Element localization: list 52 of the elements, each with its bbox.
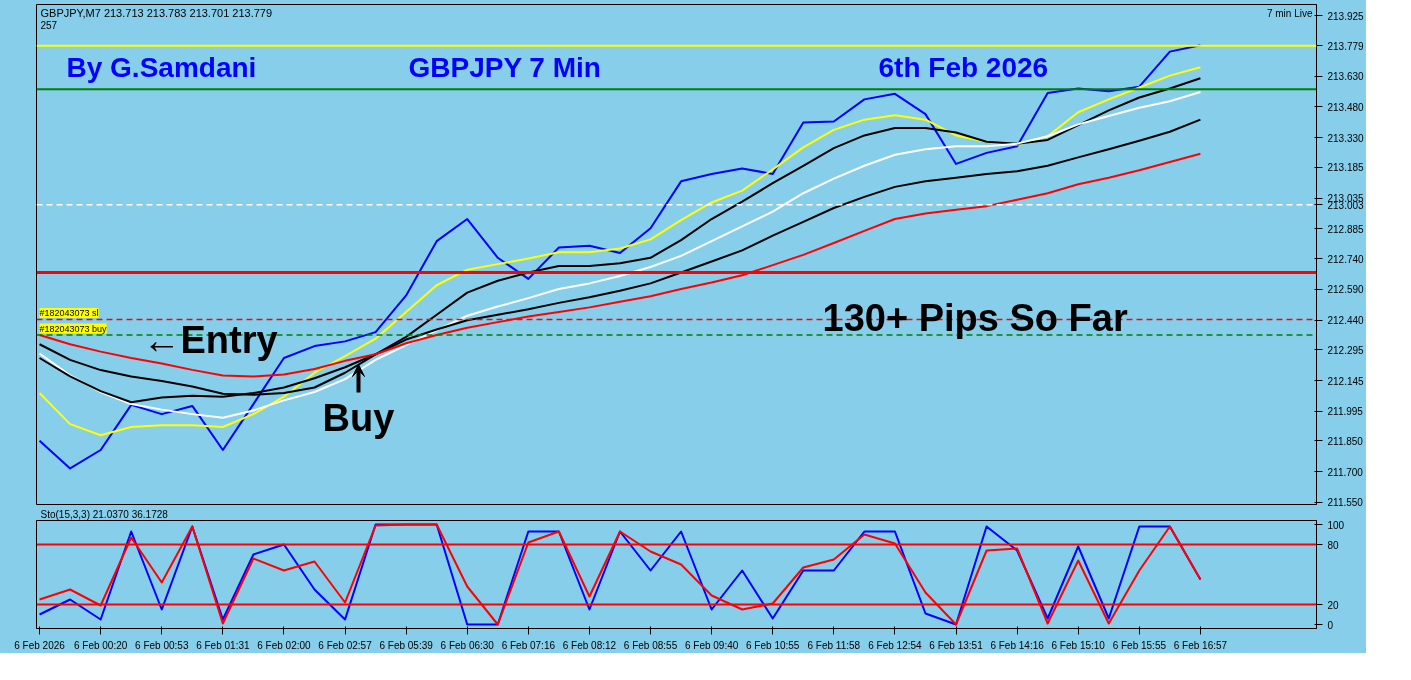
y-tick-label: 212.590 (1327, 284, 1365, 296)
x-tick-label: 6 Feb 08:55 (623, 639, 678, 651)
x-tick-label: 6 Feb 02:57 (318, 639, 373, 651)
x-tick-label: 6 Feb 01:31 (196, 639, 250, 651)
x-tick-label: 6 Feb 14:16 (990, 639, 1045, 651)
y-tick-label: 213.630 (1327, 71, 1365, 83)
y-tick-label: 213.480 (1327, 101, 1365, 113)
text: GBPJPY 7 Min (408, 51, 601, 83)
x-tick-label: 6 Feb 11:58 (807, 639, 861, 651)
annotation: 130+ Pips So Far (822, 296, 1128, 339)
x-tick-label: 6 Feb 09:40 (684, 639, 739, 651)
y-tick-label: 212.440 (1327, 315, 1365, 327)
y-tick-label: 0 (1327, 619, 1334, 631)
x-tick-label: 6 Feb 2026 (14, 639, 66, 651)
annotation: Buy (322, 396, 395, 439)
y-tick-label: 213.779 (1327, 40, 1365, 52)
y-tick-label: 100 (1327, 519, 1345, 531)
x-tick-label: 6 Feb 15:10 (1051, 639, 1106, 651)
annotation: GBPJPY,M7 213.713 213.783 213.701 213.779 (40, 6, 273, 19)
x-tick-label: 6 Feb 06:30 (440, 639, 495, 651)
x-tick-label: 6 Feb 10:55 (746, 639, 800, 651)
annotation: ←Entry (142, 318, 278, 361)
chart-title: Sto(15,3,3) 21.0370 36.1728 (40, 509, 169, 520)
text: 7 min Live (1266, 7, 1313, 19)
y-tick-label: 212.740 (1327, 253, 1365, 265)
y-tick-label: 211.550 (1327, 497, 1364, 509)
annotation: By G.Samdani (66, 51, 257, 83)
x-tick-label: 6 Feb 12:54 (868, 639, 923, 651)
y-tick-label: 213.330 (1327, 132, 1365, 144)
x-tick-label: 6 Feb 00:20 (73, 639, 128, 651)
y-tick-label: 213.185 (1327, 162, 1365, 174)
annotation: 257 (40, 19, 58, 31)
y-tick-label: 213.925 (1327, 10, 1365, 22)
x-tick-label: 6 Feb 07:16 (501, 639, 556, 651)
x-tick-label: 6 Feb 08:12 (562, 639, 617, 651)
ref-line-label: #182043073 sl (39, 307, 99, 318)
y-tick-label: 80 (1327, 539, 1340, 551)
x-tick-label: 6 Feb 15:55 (1112, 639, 1167, 651)
x-tick-label: 6 Feb 05:39 (379, 639, 434, 651)
y-tick-label: 212.295 (1327, 344, 1365, 356)
ref-line-label: #182043073 buy (39, 323, 108, 334)
y-tick-label: 211.700 (1327, 466, 1364, 478)
x-tick-label: 6 Feb 16:57 (1173, 639, 1228, 651)
x-tick-label: 6 Feb 00:53 (135, 639, 189, 651)
x-tick-label: 6 Feb 13:51 (929, 639, 984, 651)
y-tick-label: 212.145 (1327, 375, 1365, 387)
x-tick-label: 6 Feb 02:00 (257, 639, 312, 651)
y-tick-label: 212.885 (1327, 223, 1365, 235)
annotation: 6th Feb 2026 (878, 51, 1049, 83)
y-tick-label: 211.995 (1327, 406, 1364, 418)
y-tick-label: 211.850 (1327, 435, 1364, 447)
y-tick-label: 20 (1327, 599, 1340, 611)
